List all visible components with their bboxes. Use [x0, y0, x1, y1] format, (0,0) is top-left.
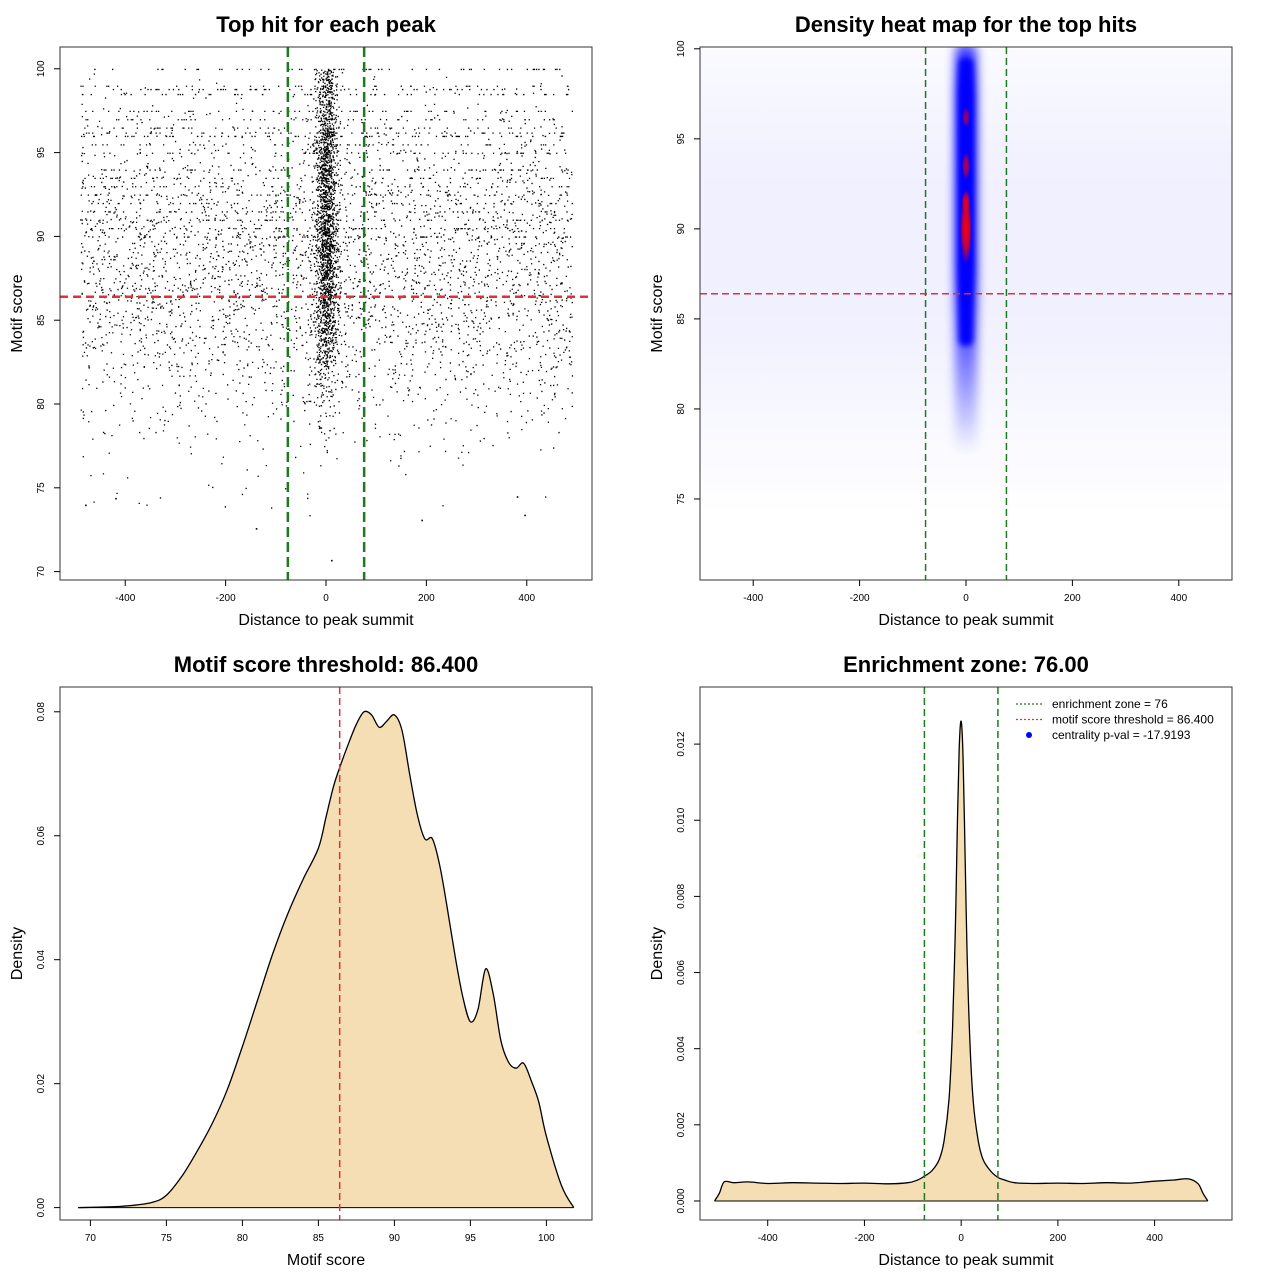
x-tick-label: 200 — [418, 593, 435, 604]
plot-frame — [699, 686, 1233, 1221]
x-tick-label: -200 — [216, 593, 236, 604]
x-tick-label: 100 — [538, 1233, 555, 1244]
x-tick-label: 400 — [518, 593, 535, 604]
chart-title: Enrichment zone: 76.00 — [843, 652, 1089, 677]
x-tick-label: 0 — [958, 1233, 964, 1244]
y-tick-label: 0.00 — [36, 1197, 47, 1217]
y-tick-label: 0.002 — [676, 1112, 687, 1137]
y-tick-label: 85 — [676, 313, 687, 325]
x-tick-label: 0 — [323, 593, 329, 604]
chart-title: Top hit for each peak — [216, 12, 436, 37]
y-tick-label: 80 — [36, 398, 47, 410]
y-tick-label: 0.08 — [36, 702, 47, 722]
y-tick-label: 75 — [36, 482, 47, 494]
x-tick-label: 200 — [1050, 1233, 1067, 1244]
x-axis-label: Distance to peak summit — [238, 612, 414, 629]
heatmap-hotspot — [962, 151, 970, 180]
y-tick-label: 80 — [676, 403, 687, 415]
y-tick-label: 0.02 — [36, 1073, 47, 1093]
scatter-point — [255, 528, 258, 530]
scatter-point — [115, 497, 117, 500]
x-axis-label: Distance to peak summit — [878, 612, 1054, 629]
x-tick-label: 95 — [465, 1233, 477, 1244]
y-tick-label: 0.06 — [36, 826, 47, 846]
density-area — [78, 710, 575, 1209]
y-tick-label: 90 — [676, 223, 687, 235]
density-curve — [78, 710, 575, 1209]
legend-label: enrichment zone = 76 — [1052, 697, 1168, 711]
legend-label: centrality p-val = -17.9193 — [1052, 728, 1191, 742]
density-curve — [713, 720, 1209, 1202]
heatmap-peak-hotspot — [960, 192, 972, 265]
y-tick-label: 70 — [36, 566, 47, 578]
density-fill — [78, 711, 574, 1208]
y-tick-label: 0.012 — [676, 731, 687, 756]
x-tick-label: 200 — [1064, 593, 1081, 604]
x-tick-label: 75 — [161, 1233, 173, 1244]
scatter-point — [331, 559, 333, 562]
score-density-panel: Motif score threshold: 86.400 Motif score… — [9, 652, 593, 1269]
x-tick-label: -400 — [743, 593, 763, 604]
y-tick-label: 100 — [676, 40, 687, 57]
x-tick-label: 70 — [85, 1233, 97, 1244]
chart-title: Density heat map for the top hits — [795, 12, 1137, 37]
chart-title: Motif score threshold: 86.400 — [174, 652, 478, 677]
x-tick-label: 400 — [1170, 593, 1187, 604]
x-tick-label: -200 — [850, 593, 870, 604]
legend-label: motif score threshold = 86.400 — [1052, 713, 1214, 727]
x-axis-label: Distance to peak summit — [878, 1252, 1054, 1269]
y-tick-label: 75 — [676, 493, 687, 505]
y-tick-label: 0.000 — [676, 1188, 687, 1213]
y-tick-label: 95 — [676, 133, 687, 145]
y-tick-label: 85 — [36, 314, 47, 326]
heatmap-density — [700, 47, 1232, 517]
heatmap-panel: Density heat map for the top hits Distanc… — [649, 12, 1233, 629]
x-tick-label: -400 — [758, 1233, 778, 1244]
scatter-panel: Top hit for each peak Distance to peak su… — [9, 12, 593, 629]
x-tick-label: 0 — [963, 593, 969, 604]
y-tick-label: 0.04 — [36, 950, 47, 970]
y-tick-label: 100 — [36, 60, 47, 77]
y-tick-label: 0.006 — [676, 960, 687, 985]
scatter-point — [516, 496, 519, 498]
distance-density-panel: enrichment zone = 76 motif score threshol… — [649, 652, 1233, 1269]
x-tick-label: 90 — [389, 1233, 401, 1244]
heatmap-hotspot — [961, 189, 971, 214]
plot-frame — [59, 686, 593, 1221]
y-axis-label: Motif score — [649, 274, 666, 352]
scatter-point — [421, 519, 423, 522]
scatter-point — [524, 514, 526, 517]
heatmap-hotspot — [962, 107, 970, 128]
x-axis-label: Motif score — [287, 1252, 365, 1269]
y-tick-label: 90 — [36, 230, 47, 242]
x-tick-label: 80 — [237, 1233, 249, 1244]
y-axis-label: Density — [9, 927, 26, 980]
x-tick-label: -200 — [854, 1233, 874, 1244]
density-fill — [714, 721, 1208, 1201]
density-area — [713, 720, 1209, 1202]
scatter-points — [80, 68, 574, 562]
y-tick-label: 0.008 — [676, 883, 687, 908]
y-tick-label: 95 — [36, 147, 47, 159]
x-tick-label: -400 — [115, 593, 135, 604]
y-axis-label: Density — [649, 927, 666, 980]
y-axis-label: Motif score — [9, 274, 26, 352]
x-tick-label: 400 — [1146, 1233, 1163, 1244]
legend-marker — [1026, 732, 1032, 738]
legend: enrichment zone = 76 motif score threshol… — [1016, 697, 1214, 742]
y-tick-label: 0.004 — [676, 1036, 687, 1061]
scatter-point — [85, 504, 87, 507]
x-tick-label: 85 — [313, 1233, 325, 1244]
y-tick-label: 0.010 — [676, 807, 687, 832]
